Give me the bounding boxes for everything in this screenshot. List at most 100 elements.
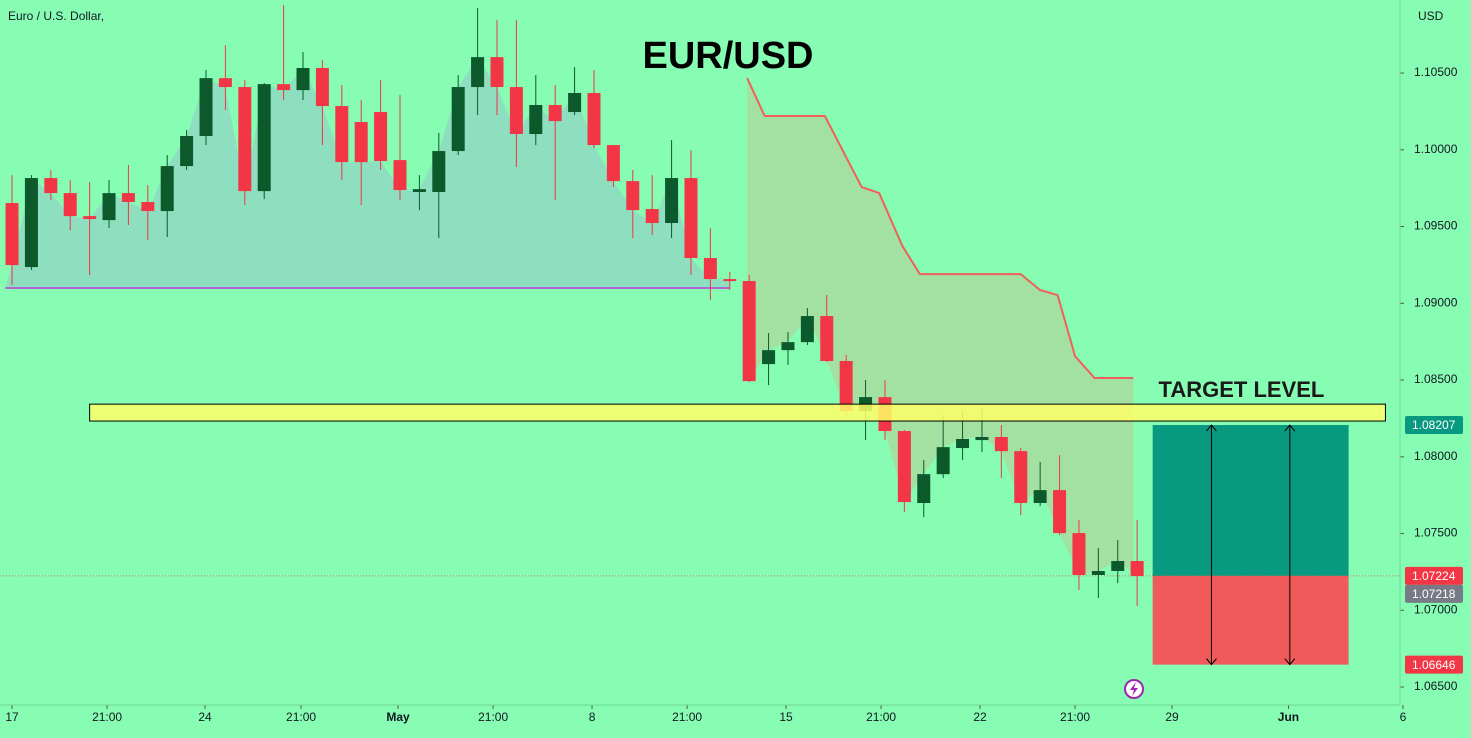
y-tick-label: 1.07000 <box>1414 602 1458 616</box>
candle-body <box>762 350 776 365</box>
y-tick-label: 1.06500 <box>1414 679 1458 693</box>
candle-body <box>897 431 911 503</box>
price-tag <box>1405 655 1463 674</box>
profit-zone <box>1152 425 1349 576</box>
x-tick-label: 17 <box>5 710 19 724</box>
x-tick-label: 21:00 <box>1060 710 1090 724</box>
x-tick-label: Jun <box>1278 710 1299 724</box>
background-layer <box>0 57 1400 665</box>
close-area <box>5 57 730 288</box>
price-tag <box>1405 416 1463 435</box>
candle-body <box>723 279 737 282</box>
target-label: TARGET LEVEL <box>1159 377 1325 402</box>
candle-body <box>180 135 194 167</box>
candle-body <box>335 106 349 163</box>
candle-body <box>432 151 446 193</box>
candle-body <box>568 93 582 113</box>
arrow-head <box>1284 658 1296 666</box>
price-tag-label: 1.07224 <box>1412 569 1456 583</box>
candle-body <box>917 474 931 504</box>
candle-body <box>645 209 659 224</box>
candle-body <box>141 201 155 212</box>
x-tick-label: 22 <box>973 710 987 724</box>
loss-zone <box>1152 575 1349 665</box>
candle-body <box>393 160 407 191</box>
x-tick-label: 21:00 <box>672 710 702 724</box>
price-tag-label: 1.07218 <box>1412 587 1456 601</box>
candle-body <box>509 87 523 135</box>
candle-body <box>83 216 97 220</box>
candle-body <box>626 181 640 211</box>
candle-body <box>820 316 834 362</box>
candle-body <box>44 178 58 194</box>
candle-body <box>315 67 329 107</box>
y-tick-label: 1.08000 <box>1414 449 1458 463</box>
candle-body <box>296 67 310 91</box>
alert-icon[interactable] <box>1124 679 1144 699</box>
arrow-head <box>1284 424 1296 432</box>
price-tag <box>1405 584 1463 603</box>
x-tick-label: 21:00 <box>286 710 316 724</box>
y-tick-label: 1.07500 <box>1414 526 1458 540</box>
candle-body <box>1072 533 1086 575</box>
candle-body <box>606 145 620 182</box>
candle-body <box>529 104 543 135</box>
x-tick-label: 24 <box>198 710 212 724</box>
x-tick-label: May <box>386 710 410 724</box>
candle-body <box>956 438 970 449</box>
x-tick-label: 29 <box>1165 710 1179 724</box>
candle-body <box>587 93 601 146</box>
candle-body <box>1053 490 1067 534</box>
candle-body <box>936 447 950 475</box>
y-tick-label: 1.10000 <box>1414 142 1458 156</box>
candle-body <box>160 166 174 212</box>
x-tick-label: 8 <box>589 710 596 724</box>
candle-body <box>412 189 426 193</box>
front-layer: 1.10500 1.10000 1.09500 1.09000 1.08500 1.080… <box>5 65 1463 724</box>
candle-body <box>257 84 271 192</box>
red-line <box>746 77 1134 380</box>
x-tick-label: 15 <box>779 710 793 724</box>
y-tick-label: 1.09000 <box>1414 295 1458 309</box>
x-tick-label: 6 <box>1400 710 1407 724</box>
chart-title: EUR/USD <box>642 35 813 77</box>
currency: USD <box>1418 9 1444 23</box>
candle-body <box>218 78 232 88</box>
y-tick-label: 1.08500 <box>1414 372 1458 386</box>
candle-body <box>490 57 504 88</box>
x-tick-label: 21:00 <box>92 710 122 724</box>
candle-body <box>24 178 38 268</box>
y-tick-label: 1.10500 <box>1414 65 1458 79</box>
candle-body <box>781 342 795 351</box>
price-tag-label: 1.08207 <box>1412 418 1456 432</box>
candle-body <box>1111 561 1125 571</box>
candle-body <box>994 436 1008 452</box>
candle-body <box>800 316 814 343</box>
price-tag-label: 1.06646 <box>1412 658 1456 672</box>
candle-body <box>277 84 291 91</box>
candle-body <box>5 203 19 266</box>
candle-body <box>703 258 717 280</box>
alert-bolt[interactable] <box>1130 682 1138 696</box>
candle-body <box>684 178 698 259</box>
target-zone <box>89 403 1386 422</box>
candle-body <box>63 193 77 217</box>
candle-body <box>839 361 853 412</box>
candle-body <box>975 436 989 441</box>
candle-body <box>1033 490 1047 504</box>
candle-body <box>1091 570 1105 575</box>
candle-body <box>742 281 756 382</box>
candle-body <box>1014 451 1028 504</box>
candle-body <box>354 122 368 163</box>
candle-body <box>548 104 562 122</box>
price-tag <box>1405 566 1463 585</box>
candle-body <box>1130 561 1144 577</box>
candle-body <box>451 87 465 152</box>
y-tick-label: 1.09500 <box>1414 219 1458 233</box>
arrow-head <box>1206 424 1217 432</box>
instrument-name: Euro / U.S. Dollar, <box>8 9 104 23</box>
arrow-head <box>1206 658 1217 666</box>
candle-body <box>121 193 135 202</box>
candle-body <box>102 193 116 221</box>
